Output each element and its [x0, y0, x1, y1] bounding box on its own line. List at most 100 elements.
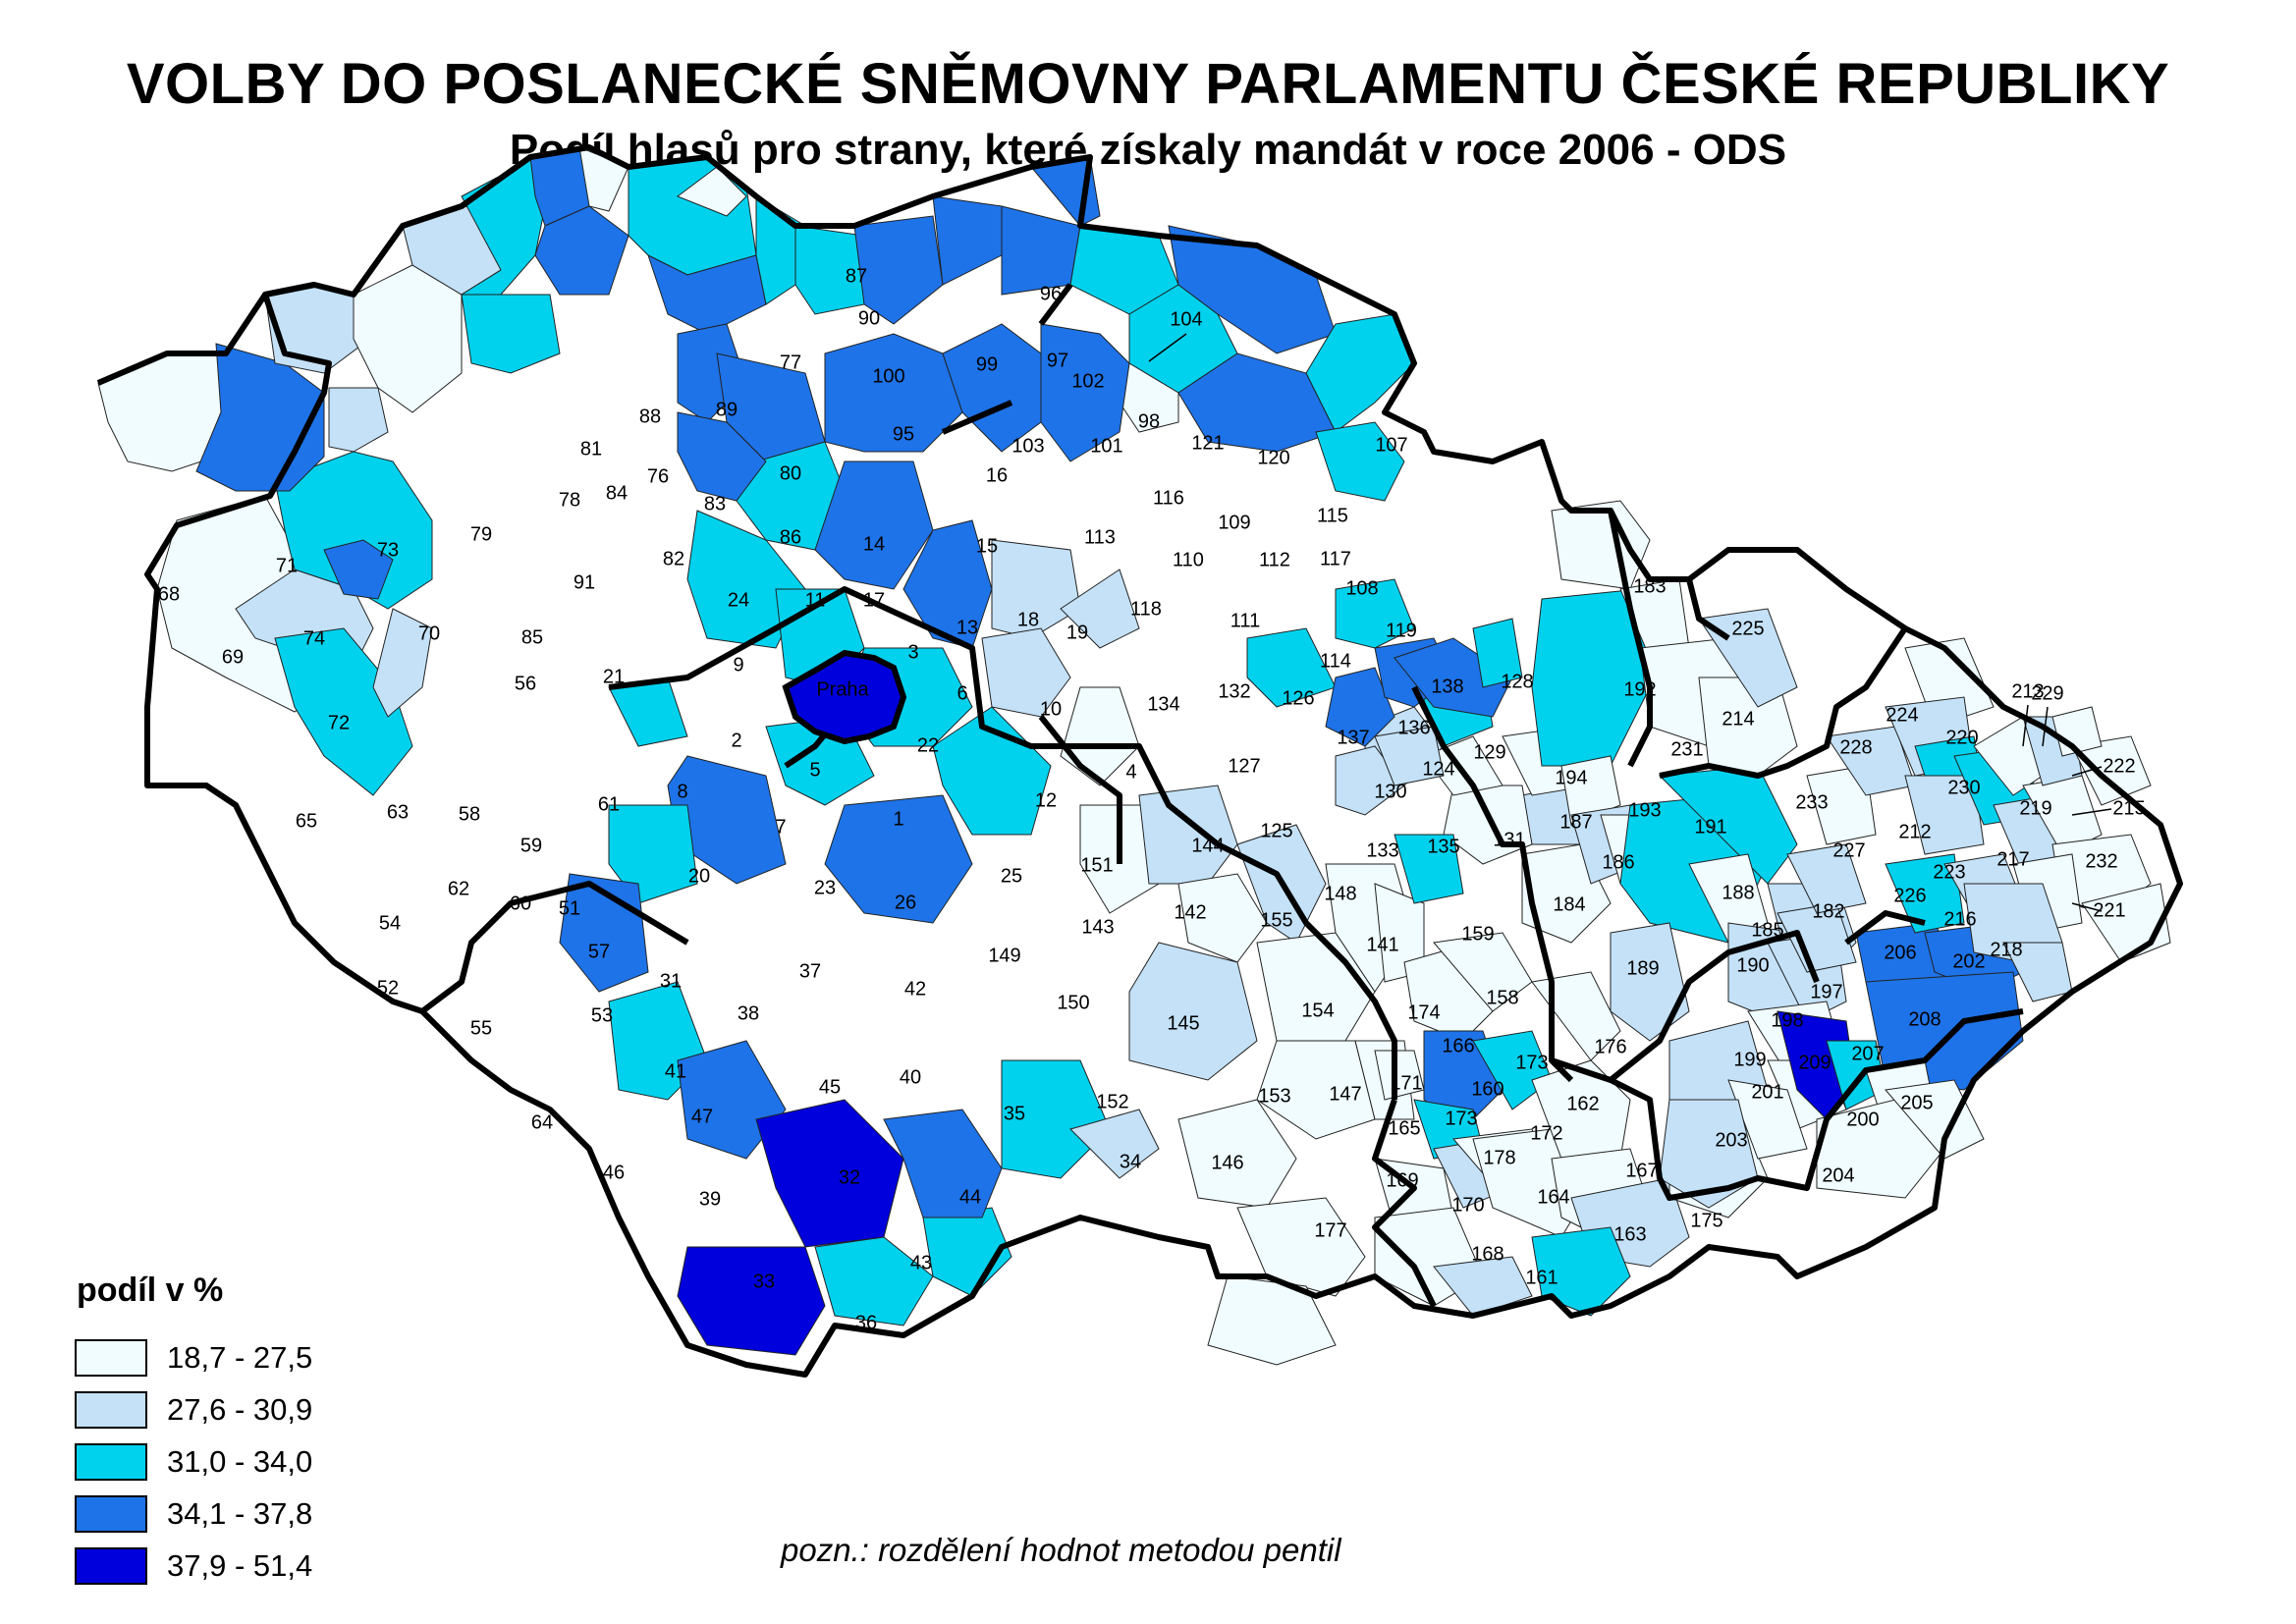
district-label: 62	[448, 878, 469, 899]
district-label: 26	[895, 892, 916, 913]
district-label: 137	[1337, 727, 1369, 748]
label-leader-line	[2071, 902, 2103, 912]
district-label: 103	[1011, 435, 1044, 457]
district-label: 36	[855, 1312, 877, 1333]
district-label: 152	[1096, 1091, 1128, 1112]
district-label: 19	[1066, 622, 1088, 643]
district-label: 143	[1081, 916, 1114, 938]
district-label: 199	[1733, 1049, 1766, 1070]
district-label: 60	[510, 893, 531, 914]
district-label: 114	[1320, 650, 1351, 672]
district-label: 163	[1613, 1223, 1646, 1245]
district-label: 1	[893, 808, 903, 830]
legend-item: 31,0 - 34,0	[75, 1435, 399, 1488]
district-label: 119	[1386, 620, 1417, 641]
district-label: 186	[1602, 851, 1634, 873]
district-label: 8	[677, 781, 687, 802]
district-label: 218	[1990, 939, 2022, 960]
district-label: 52	[377, 977, 399, 999]
district-label: 14	[863, 533, 885, 555]
district-label: 41	[665, 1060, 686, 1082]
district-label: 230	[1947, 777, 1980, 798]
district-label: 97	[1047, 350, 1068, 371]
district-label: 223	[1933, 861, 1965, 883]
district-label: 5	[809, 759, 820, 781]
district-label: 38	[738, 1002, 759, 1024]
district-label: 90	[858, 307, 880, 329]
district-area	[755, 1099, 904, 1248]
district-label: 4	[1125, 761, 1136, 783]
district-area	[628, 156, 757, 276]
district-label: 76	[647, 465, 669, 487]
district-area	[981, 627, 1071, 718]
district-label: 165	[1388, 1117, 1420, 1139]
district-area	[1806, 765, 1877, 845]
district-label: 54	[379, 912, 401, 934]
district-area	[677, 411, 767, 502]
district-label: 154	[1301, 1000, 1334, 1021]
district-label: 21	[603, 666, 625, 687]
district-label: 132	[1218, 680, 1250, 702]
district-label: 11	[805, 589, 826, 611]
district-area	[814, 460, 934, 590]
district-label: 83	[704, 493, 726, 514]
district-label: 189	[1626, 957, 1659, 979]
district-label: 127	[1228, 755, 1260, 777]
legend: podíl v % 18,7 - 27,5 27,6 - 30,9 31,0 - 3…	[75, 1272, 399, 1592]
district-area	[991, 539, 1081, 639]
district-label: 70	[418, 623, 440, 644]
label-leader-line	[2071, 766, 2103, 777]
district-area	[883, 1109, 1003, 1218]
district-label: 183	[1633, 575, 1666, 597]
district-label: 219	[2019, 797, 2051, 819]
method-note: pozn.: rozdělení hodnot metodou pentil	[781, 1532, 1341, 1568]
district-label: 71	[276, 555, 298, 576]
district-label: 190	[1736, 954, 1769, 976]
district-label: 18	[1017, 609, 1039, 630]
region-border	[1411, 685, 1574, 1083]
district-label: 185	[1751, 919, 1783, 941]
district-label: 84	[606, 482, 628, 504]
district-label: 206	[1884, 942, 1916, 963]
district-label: 148	[1324, 883, 1356, 904]
district-label: 109	[1218, 512, 1250, 533]
district-label: 216	[1943, 908, 1976, 930]
district-label: 116	[1153, 487, 1184, 509]
district-area	[1560, 755, 1621, 826]
district-label: 46	[603, 1162, 625, 1183]
district-area	[1060, 568, 1140, 649]
district-area	[1727, 1079, 1808, 1160]
district-label: 120	[1257, 447, 1289, 468]
district-label: 111	[1230, 610, 1260, 631]
district-label: 82	[663, 548, 684, 569]
legend-rows: 18,7 - 27,5 27,6 - 30,9 31,0 - 34,0 34,1 - …	[75, 1331, 399, 1592]
praha-label: Praha	[816, 678, 869, 700]
district-label: 89	[716, 399, 738, 420]
district-label: 81	[580, 438, 602, 460]
district-label: 215	[2112, 797, 2145, 819]
district-label: 7	[775, 816, 786, 838]
district-label: 45	[819, 1076, 841, 1098]
district-label: 55	[470, 1017, 492, 1039]
district-area	[1531, 1226, 1631, 1317]
district-label: 15	[976, 535, 998, 557]
label-leader-line	[2022, 704, 2029, 747]
praha-boundary	[782, 649, 907, 745]
district-label: 130	[1374, 781, 1406, 802]
district-label: 79	[470, 523, 492, 545]
district-label: 37	[799, 960, 821, 982]
district-label: 204	[1822, 1164, 1854, 1186]
region-border	[1551, 930, 1820, 1083]
district-label: 57	[588, 941, 610, 962]
district-area	[1472, 618, 1523, 688]
district-label: 129	[1473, 741, 1505, 763]
district-label: 220	[1945, 727, 1978, 748]
district-area	[794, 225, 865, 315]
district-label: 228	[1839, 736, 1872, 758]
district-area	[1069, 1109, 1160, 1179]
district-label: 212	[1898, 821, 1931, 842]
district-area	[1816, 1099, 1945, 1199]
region-border	[420, 881, 689, 1014]
district-label: 53	[591, 1004, 613, 1026]
district-area	[1433, 1256, 1533, 1317]
